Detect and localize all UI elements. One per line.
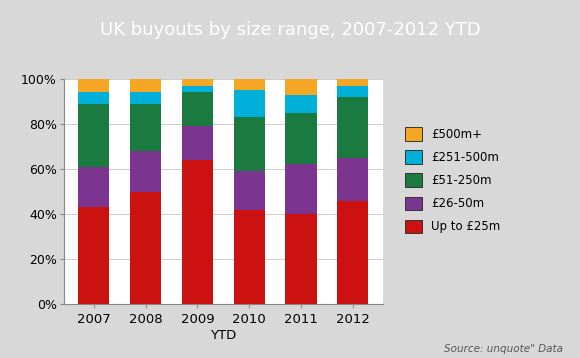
Bar — [234, 171, 264, 209]
Bar — [234, 209, 264, 304]
X-axis label: YTD: YTD — [210, 329, 237, 342]
Bar — [130, 79, 161, 92]
Bar — [78, 79, 110, 92]
Bar — [130, 92, 161, 103]
Bar — [285, 112, 317, 164]
Text: UK buyouts by size range, 2007-2012 YTD: UK buyouts by size range, 2007-2012 YTD — [100, 21, 480, 39]
Bar — [285, 95, 317, 112]
Bar — [78, 103, 110, 167]
Bar — [182, 86, 213, 92]
Bar — [285, 164, 317, 214]
Legend: £500m+, £251-500m, £51-250m, £26-50m, Up to £25m: £500m+, £251-500m, £51-250m, £26-50m, Up… — [401, 124, 504, 237]
Bar — [130, 151, 161, 192]
Bar — [182, 160, 213, 304]
Bar — [234, 90, 264, 117]
Bar — [182, 92, 213, 126]
Bar — [182, 126, 213, 160]
Bar — [78, 167, 110, 207]
Bar — [337, 158, 368, 200]
Bar — [285, 79, 317, 95]
Bar — [337, 79, 368, 86]
Text: Source: unquote" Data: Source: unquote" Data — [444, 344, 563, 354]
Bar — [337, 86, 368, 97]
Bar — [234, 79, 264, 90]
Bar — [337, 200, 368, 304]
Bar — [78, 207, 110, 304]
Bar — [234, 117, 264, 171]
Bar — [182, 79, 213, 86]
Bar — [130, 192, 161, 304]
Bar — [78, 92, 110, 103]
Bar — [337, 97, 368, 158]
Bar — [285, 214, 317, 304]
Bar — [130, 103, 161, 151]
